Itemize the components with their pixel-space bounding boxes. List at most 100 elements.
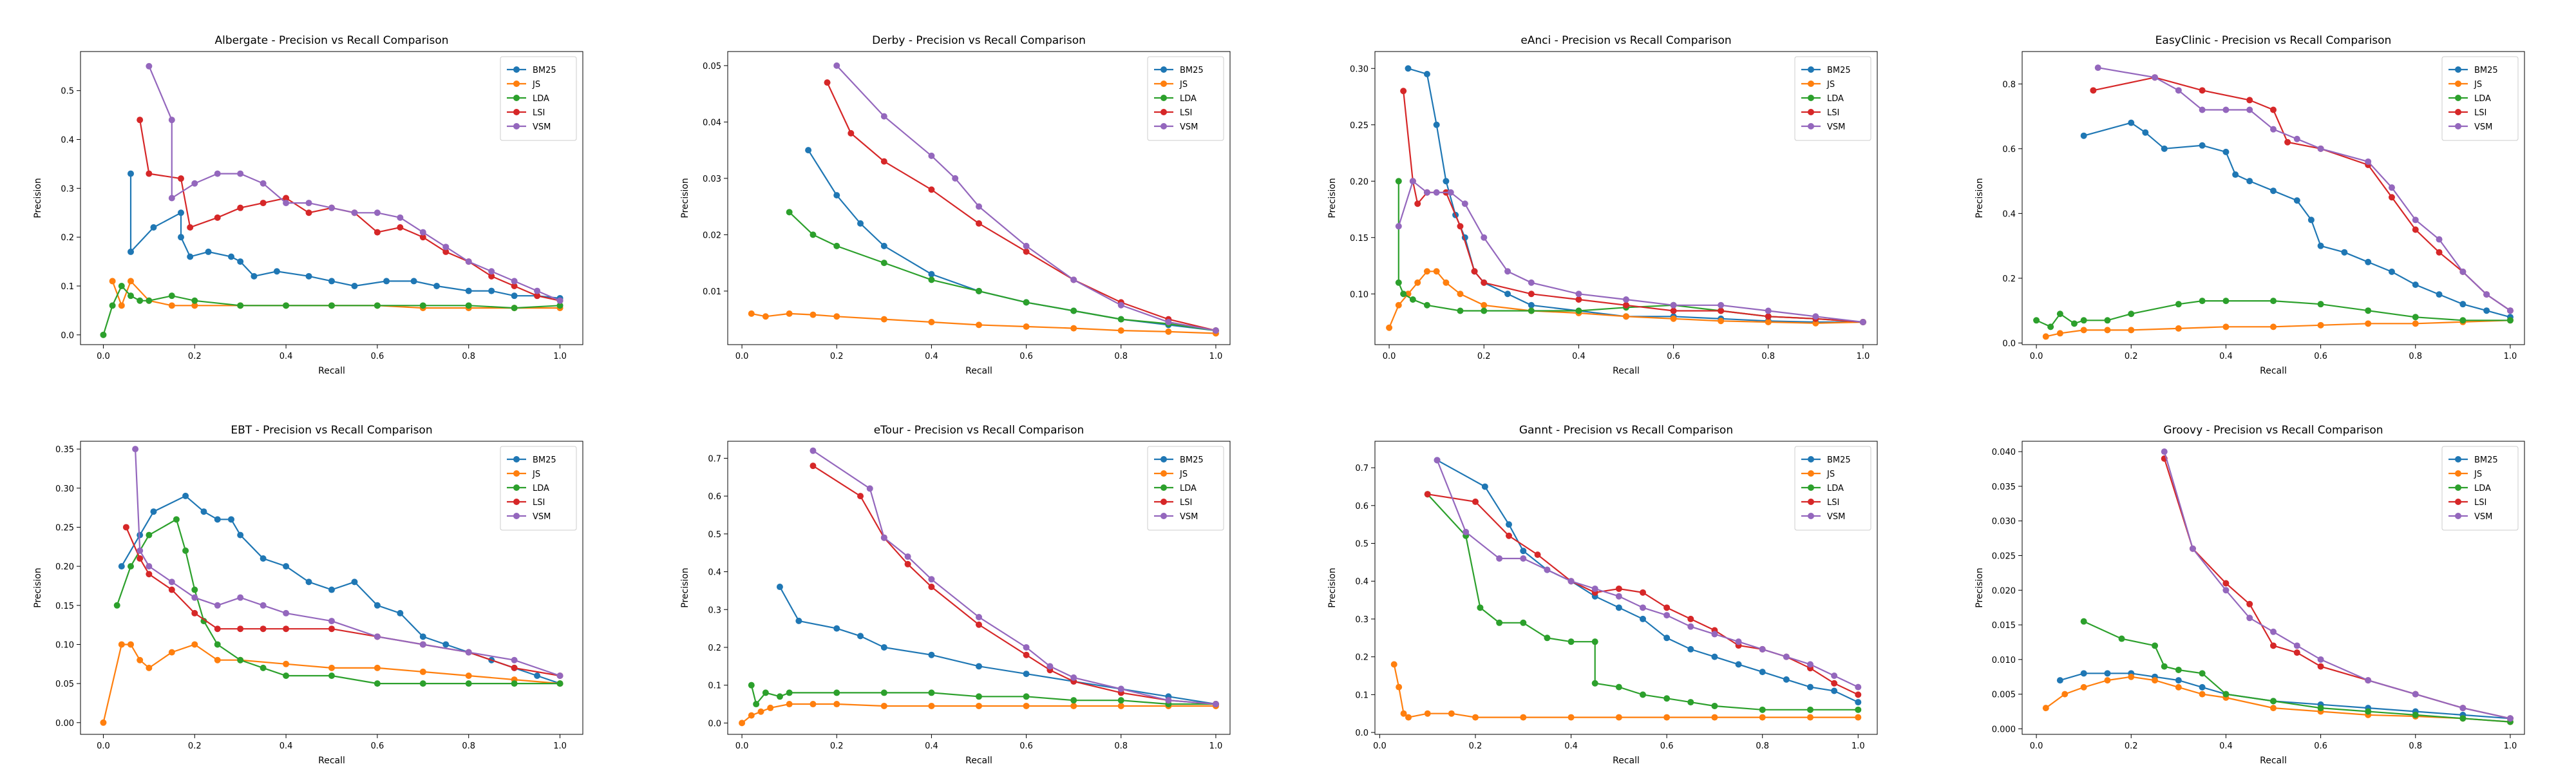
data-point-bm25 <box>2341 249 2348 256</box>
x-tick-label: 1.0 <box>2504 741 2517 751</box>
data-point-bm25 <box>2246 178 2253 185</box>
series-line-lda <box>2036 300 2510 328</box>
x-tick-label: 0.8 <box>1761 352 1775 361</box>
data-point-lda <box>1117 316 1124 323</box>
series-line-vsm <box>148 66 560 301</box>
data-point-bm25 <box>237 258 244 265</box>
data-point-vsm <box>1447 189 1454 196</box>
x-tick-label: 0.2 <box>830 741 844 751</box>
data-point-js <box>1448 710 1455 717</box>
data-point-lda <box>2199 670 2206 677</box>
data-point-lda <box>1423 301 1430 309</box>
legend-label: LDA <box>1827 484 1844 493</box>
data-point-bm25 <box>880 242 887 249</box>
data-point-lda <box>168 292 175 300</box>
data-point-lsi <box>2199 87 2206 94</box>
data-point-vsm <box>1504 268 1511 275</box>
series-line-bm25 <box>2083 122 2511 318</box>
data-point-bm25 <box>2199 142 2206 149</box>
data-point-lsi <box>1623 301 1629 309</box>
data-point-vsm <box>2293 642 2300 649</box>
data-point-lsi <box>848 129 855 137</box>
data-point-js <box>762 313 769 320</box>
data-point-bm25 <box>2317 242 2324 249</box>
data-point-lda <box>786 689 793 696</box>
data-point-vsm <box>1718 301 1725 309</box>
data-point-lda <box>128 292 134 300</box>
legend-marker <box>2455 123 2461 129</box>
data-point-lda <box>2270 298 2277 305</box>
y-tick-label: 0.10 <box>55 640 74 650</box>
data-point-lsi <box>237 204 244 211</box>
data-point-lda <box>2118 635 2125 642</box>
data-point-vsm <box>2270 126 2277 133</box>
y-tick-label: 0.00 <box>55 719 74 729</box>
data-point-js <box>1670 315 1677 322</box>
data-point-vsm <box>833 62 840 69</box>
data-point-bm25 <box>200 508 207 515</box>
data-point-lsi <box>2388 194 2395 201</box>
legend-label: VSM <box>1180 512 1198 522</box>
data-point-vsm <box>305 200 312 207</box>
y-axis-label: Precision <box>33 178 43 218</box>
data-point-lda <box>191 586 198 593</box>
data-point-bm25 <box>2175 677 2182 684</box>
data-point-vsm <box>1859 319 1866 325</box>
data-point-lda <box>928 276 935 283</box>
data-point-js <box>1663 714 1671 721</box>
legend-marker <box>1160 456 1167 463</box>
data-point-lda <box>1855 706 1862 713</box>
data-point-vsm <box>2506 307 2514 314</box>
data-point-vsm <box>283 609 290 616</box>
legend-label: JS <box>2474 470 2482 479</box>
x-tick-label: 0.4 <box>925 352 938 361</box>
data-point-vsm <box>1640 604 1646 611</box>
data-point-bm25 <box>228 516 234 523</box>
data-point-bm25 <box>260 555 267 562</box>
data-point-vsm <box>2436 236 2443 243</box>
chart-6: eTour - Precision vs Recall Comparison 0.… <box>680 424 1231 766</box>
data-point-vsm <box>2388 184 2395 191</box>
data-point-lsi <box>1506 532 1512 539</box>
data-point-vsm <box>2317 656 2324 663</box>
data-point-bm25 <box>228 253 234 260</box>
data-point-lda <box>1395 279 1402 286</box>
data-point-lda <box>2104 317 2111 324</box>
plot-frame <box>2022 51 2525 345</box>
data-point-js <box>1117 327 1124 334</box>
plot-frame <box>2022 441 2525 735</box>
data-point-lsi <box>1400 88 1407 95</box>
data-point-vsm <box>1783 653 1790 660</box>
y-tick-label: 0.7 <box>1355 464 1368 473</box>
data-point-lsi <box>928 584 935 591</box>
data-point-bm25 <box>237 531 244 539</box>
data-point-bm25 <box>880 644 887 651</box>
chart-3: eAnci - Precision vs Recall Comparison 0.… <box>1327 34 1878 376</box>
data-point-lsi <box>2293 649 2300 656</box>
chart-title: Derby - Precision vs Recall Comparison <box>872 34 1086 47</box>
x-tick-label: 0.6 <box>1019 352 1033 361</box>
data-point-bm25 <box>214 516 221 523</box>
x-tick-label: 0.8 <box>462 352 475 361</box>
legend-box <box>1794 56 1871 141</box>
data-point-lsi <box>137 555 144 562</box>
chart-title: EasyClinic - Precision vs Recall Compari… <box>2155 34 2392 47</box>
data-point-vsm <box>1461 200 1468 207</box>
y-axis-label: Precision <box>1327 178 1338 218</box>
y-tick-label: 0.5 <box>708 530 721 540</box>
data-point-bm25 <box>150 508 157 515</box>
data-point-bm25 <box>2222 148 2230 155</box>
legend-label: LSI <box>2474 108 2486 118</box>
data-point-lda <box>109 302 116 309</box>
data-point-lsi <box>146 571 153 578</box>
data-point-bm25 <box>2388 268 2395 275</box>
data-point-bm25 <box>2104 670 2111 677</box>
data-point-lsi <box>178 175 184 182</box>
legend-box <box>1147 56 1224 141</box>
legend-label: VSM <box>1827 512 1845 522</box>
y-tick-label: 0.04 <box>703 118 721 128</box>
legend-marker <box>1160 95 1167 101</box>
data-point-lda <box>2317 705 2324 712</box>
legend-label: LDA <box>1827 94 1844 104</box>
data-point-lsi <box>810 463 817 470</box>
